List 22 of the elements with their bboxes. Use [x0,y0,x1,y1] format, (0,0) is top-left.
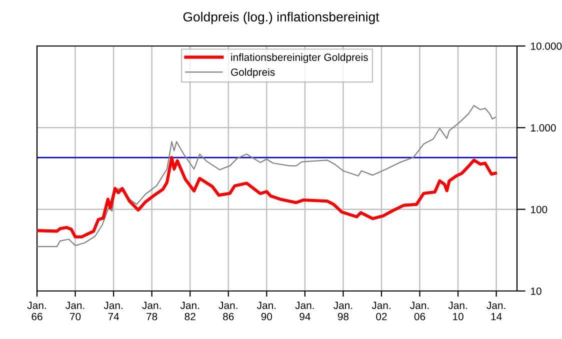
y-tick-label: 10.000 [530,42,562,50]
x-tick-label: Jan. 10 [448,302,467,320]
x-tick-label: Jan. 94 [295,302,314,320]
x-tick-label: Jan. 14 [486,302,506,320]
y-tick-label: 1.000 [530,124,556,132]
y-tick-label: 100 [530,206,548,214]
x-tick-label: Jan. 66 [27,302,46,320]
x-tick-label: Jan. 82 [180,302,199,320]
legend-label: inflationsbereinigter Goldpreis [231,53,368,63]
y-tick-label: 10 [530,288,542,295]
x-tick-label: Jan. 74 [104,302,122,320]
x-tick-label: Jan. 86 [218,302,238,320]
x-tick-label: Jan. 70 [66,302,84,320]
line-series [37,105,496,248]
x-tick-label: Jan. 02 [372,302,390,320]
x-tick-label: Jan. 98 [334,302,352,320]
x-tick-label: Jan. 78 [142,302,161,320]
line-series [37,156,498,238]
x-tick-label: Jan. 06 [410,302,429,320]
chart-title: Goldpreis (log.) inflationsbereinigt [183,12,380,24]
x-tick-label: Jan. 90 [256,302,276,320]
legend-label: Goldpreis [231,68,275,78]
